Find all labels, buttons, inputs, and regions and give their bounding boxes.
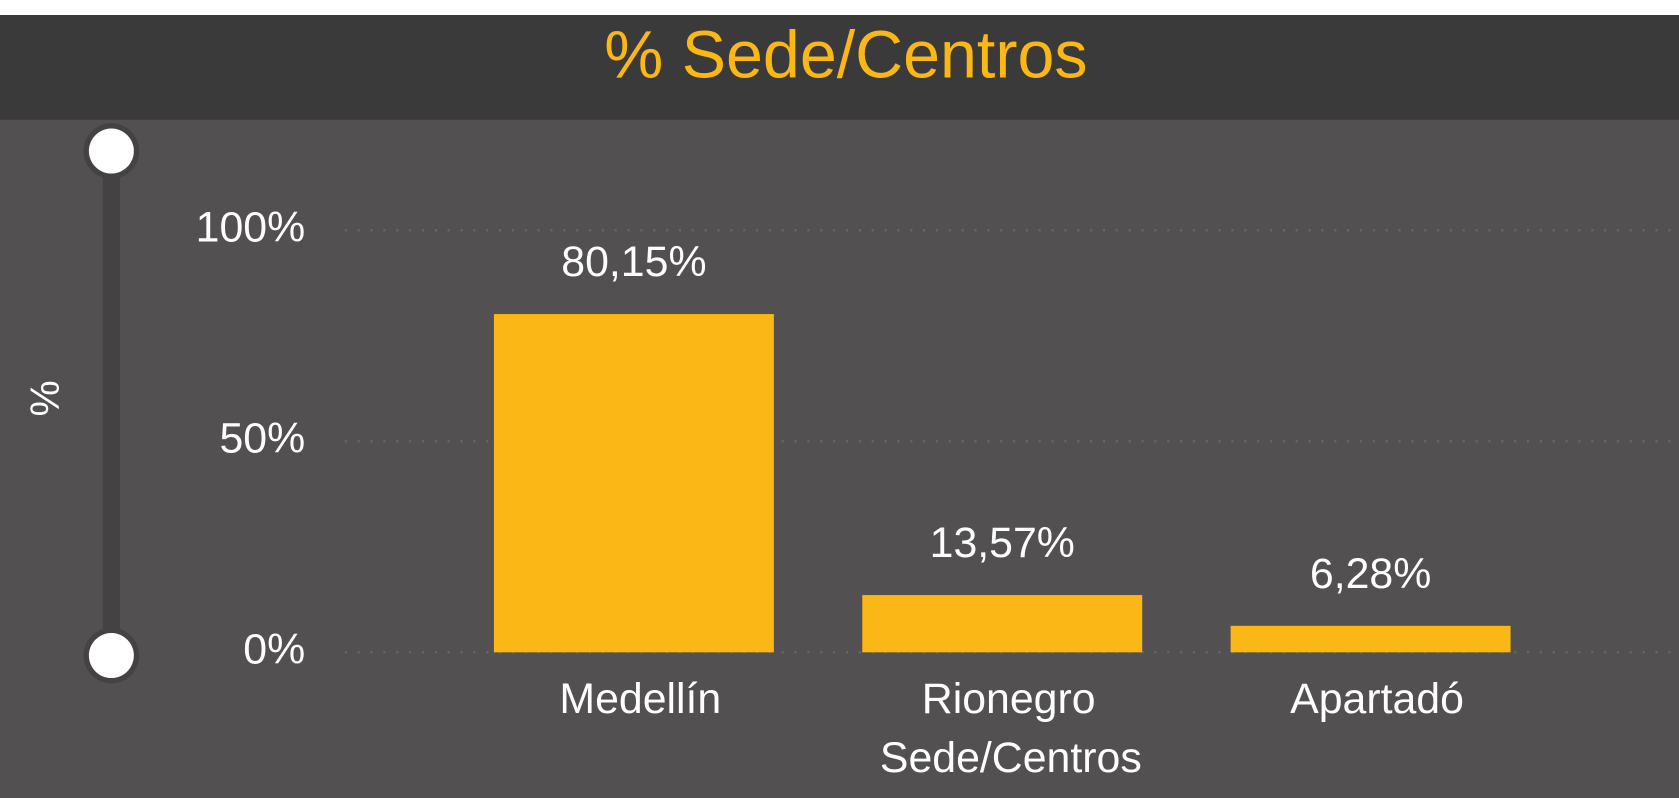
chart-title: % Sede/Centros [604, 19, 1087, 93]
x-axis-label: Sede/Centros [880, 734, 1142, 782]
y-tick-label: 100% [196, 204, 306, 252]
value-label: 80,15% [561, 238, 706, 286]
range-slider-track[interactable] [102, 149, 120, 656]
plot-background [0, 119, 1679, 798]
x-tick-label: Rionegro [922, 675, 1096, 723]
header [0, 14, 1679, 120]
slider-knob-top[interactable] [88, 128, 134, 174]
bar [1230, 625, 1511, 653]
x-tick-label: Medellín [559, 675, 721, 723]
value-label: 13,57% [930, 519, 1075, 567]
y-tick-label: 0% [243, 626, 305, 674]
x-tick-label: Apartadó [1290, 675, 1464, 723]
bar [493, 314, 774, 653]
y-axis-label: % [22, 380, 68, 416]
value-label: 6,28% [1310, 550, 1431, 598]
top-strip [0, 0, 1679, 15]
bar [862, 595, 1143, 653]
y-tick-label: 50% [219, 415, 305, 463]
slider-knob-bottom[interactable] [88, 633, 134, 679]
